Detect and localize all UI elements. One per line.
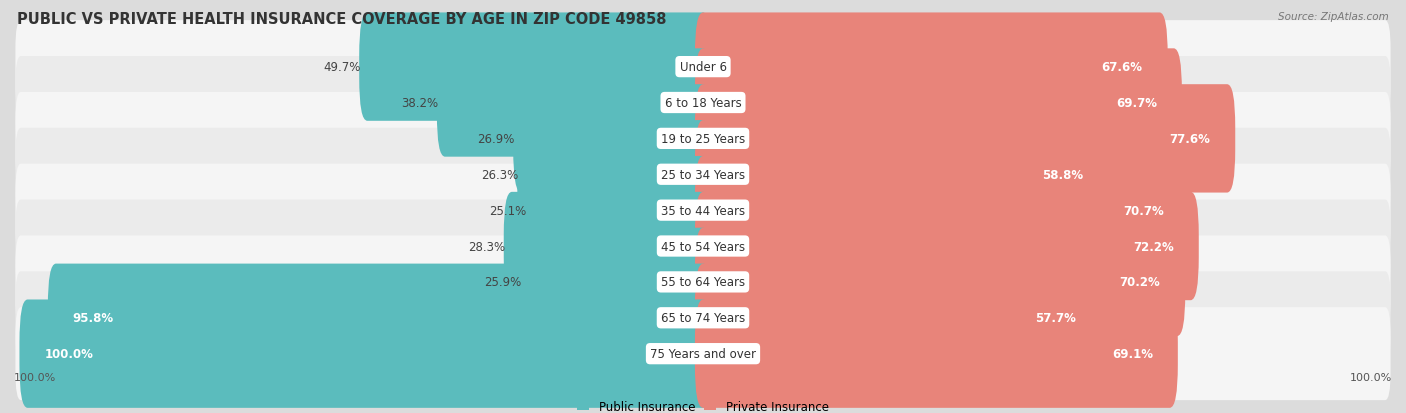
Text: Source: ZipAtlas.com: Source: ZipAtlas.com: [1278, 12, 1389, 22]
FancyBboxPatch shape: [695, 85, 1236, 193]
FancyBboxPatch shape: [20, 300, 711, 408]
Text: PUBLIC VS PRIVATE HEALTH INSURANCE COVERAGE BY AGE IN ZIP CODE 49858: PUBLIC VS PRIVATE HEALTH INSURANCE COVER…: [17, 12, 666, 27]
Text: 25.1%: 25.1%: [489, 204, 527, 217]
FancyBboxPatch shape: [15, 164, 1391, 257]
FancyBboxPatch shape: [359, 13, 711, 121]
Text: 26.3%: 26.3%: [481, 169, 519, 181]
Text: 72.2%: 72.2%: [1133, 240, 1174, 253]
FancyBboxPatch shape: [15, 93, 1391, 185]
FancyBboxPatch shape: [520, 228, 711, 336]
Text: 77.6%: 77.6%: [1170, 133, 1211, 145]
FancyBboxPatch shape: [15, 272, 1391, 364]
FancyBboxPatch shape: [695, 157, 1188, 265]
FancyBboxPatch shape: [48, 264, 711, 372]
Text: 25.9%: 25.9%: [484, 276, 522, 289]
FancyBboxPatch shape: [517, 121, 711, 229]
Text: 69.7%: 69.7%: [1116, 97, 1157, 110]
FancyBboxPatch shape: [15, 236, 1391, 329]
Text: 67.6%: 67.6%: [1102, 61, 1143, 74]
Text: 75 Years and over: 75 Years and over: [650, 347, 756, 360]
Text: 69.1%: 69.1%: [1112, 347, 1153, 360]
FancyBboxPatch shape: [695, 192, 1199, 301]
Text: 70.2%: 70.2%: [1119, 276, 1160, 289]
FancyBboxPatch shape: [513, 85, 711, 193]
Text: 45 to 54 Years: 45 to 54 Years: [661, 240, 745, 253]
Text: 100.0%: 100.0%: [14, 372, 56, 382]
FancyBboxPatch shape: [695, 228, 1185, 336]
Legend: Public Insurance, Private Insurance: Public Insurance, Private Insurance: [572, 395, 834, 413]
FancyBboxPatch shape: [503, 192, 711, 301]
FancyBboxPatch shape: [695, 13, 1168, 121]
FancyBboxPatch shape: [695, 264, 1101, 372]
FancyBboxPatch shape: [15, 21, 1391, 114]
FancyBboxPatch shape: [15, 128, 1391, 221]
Text: 35 to 44 Years: 35 to 44 Years: [661, 204, 745, 217]
Text: 28.3%: 28.3%: [468, 240, 505, 253]
FancyBboxPatch shape: [695, 300, 1178, 408]
Text: 25 to 34 Years: 25 to 34 Years: [661, 169, 745, 181]
FancyBboxPatch shape: [695, 49, 1182, 157]
Text: 49.7%: 49.7%: [323, 61, 360, 74]
FancyBboxPatch shape: [15, 307, 1391, 400]
Text: 100.0%: 100.0%: [1350, 372, 1392, 382]
FancyBboxPatch shape: [15, 57, 1391, 150]
Text: 95.8%: 95.8%: [73, 311, 114, 325]
FancyBboxPatch shape: [437, 49, 711, 157]
Text: Under 6: Under 6: [679, 61, 727, 74]
Text: 26.9%: 26.9%: [477, 133, 515, 145]
FancyBboxPatch shape: [15, 200, 1391, 293]
Text: 65 to 74 Years: 65 to 74 Years: [661, 311, 745, 325]
Text: 58.8%: 58.8%: [1042, 169, 1083, 181]
Text: 57.7%: 57.7%: [1035, 311, 1076, 325]
Text: 6 to 18 Years: 6 to 18 Years: [665, 97, 741, 110]
Text: 100.0%: 100.0%: [45, 347, 93, 360]
Text: 38.2%: 38.2%: [401, 97, 439, 110]
Text: 70.7%: 70.7%: [1123, 204, 1164, 217]
Text: 55 to 64 Years: 55 to 64 Years: [661, 276, 745, 289]
FancyBboxPatch shape: [526, 157, 711, 265]
Text: 19 to 25 Years: 19 to 25 Years: [661, 133, 745, 145]
FancyBboxPatch shape: [695, 121, 1108, 229]
